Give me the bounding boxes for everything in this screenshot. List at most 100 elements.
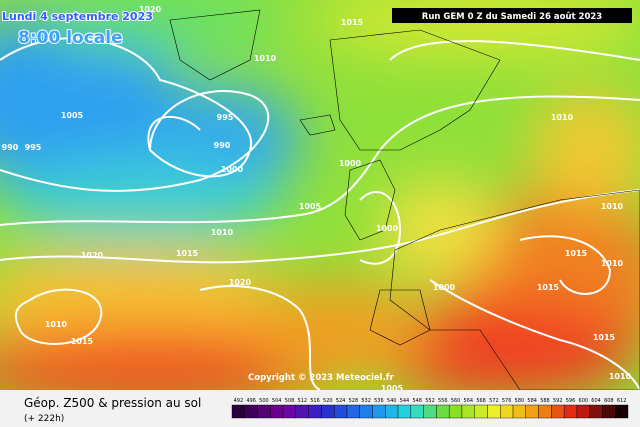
colorbar-swatch — [423, 404, 437, 419]
isobar-label: 990 — [214, 141, 231, 150]
isobar-label: 1000 — [376, 224, 399, 233]
isobar-label: 1010 — [551, 113, 574, 122]
colorbar-swatch — [244, 404, 258, 419]
colorbar-label: 564 — [464, 398, 474, 404]
isobar-label: 1010 — [45, 320, 68, 329]
colorbar-label: 520 — [323, 398, 333, 404]
colorbar-label: 544 — [400, 398, 410, 404]
isobar-label: 1015 — [593, 333, 616, 342]
colorbar-swatch — [615, 404, 629, 419]
isobar-label: 1010 — [211, 228, 234, 237]
colorbar-label: 536 — [374, 398, 384, 404]
colorbar-swatch — [295, 404, 309, 419]
colorbar-swatch — [538, 404, 552, 419]
isobar-label: 1005 — [381, 384, 404, 393]
footer-title: Géop. Z500 & pression au sol — [24, 396, 201, 410]
colorbar-swatch — [372, 404, 386, 419]
footer-lead: (+ 222h) — [24, 414, 64, 424]
colorbar-swatch — [231, 404, 245, 419]
colorbar-swatch — [525, 404, 539, 419]
colorbar-label: 532 — [361, 398, 371, 404]
colorbar-label: 524 — [336, 398, 346, 404]
colorbar-label: 580 — [515, 398, 525, 404]
isobar-label: 1020 — [81, 251, 104, 260]
colorbar-swatch — [602, 404, 616, 419]
isobars — [0, 37, 640, 390]
colorbar-swatch — [257, 404, 271, 419]
isobar-label: 1010 — [254, 54, 277, 63]
isobar-label: 1015 — [71, 337, 94, 346]
colorbar-label: 512 — [297, 398, 307, 404]
colorbar-swatch — [397, 404, 412, 419]
colorbar-swatch — [410, 404, 424, 419]
colorbar-label: 492 — [234, 398, 244, 404]
isobar-label: 1000 — [339, 159, 362, 168]
colorbar-label: 604 — [591, 398, 601, 404]
isobar-label: 1000 — [221, 165, 244, 174]
colorbar-label: 560 — [451, 398, 461, 404]
colorbar-label: 596 — [566, 398, 576, 404]
colorbar-label: 516 — [310, 398, 320, 404]
colorbar-swatch — [270, 404, 284, 419]
coastlines — [169, 9, 640, 390]
colorbar-label: 556 — [438, 398, 448, 404]
colorbar-label: 548 — [412, 398, 422, 404]
colorbar-label: 540 — [387, 398, 397, 404]
colorbar-swatch — [359, 404, 373, 419]
colorbar-label: 496 — [246, 398, 256, 404]
colorbar-swatch — [563, 404, 578, 419]
colorbar-label: 612 — [617, 398, 627, 404]
colorbar-swatch — [551, 404, 565, 419]
isobar-label: 1020 — [139, 5, 162, 14]
colorbar-label: 592 — [553, 398, 563, 404]
colorbar-label: 584 — [527, 398, 537, 404]
isobar-label: 1015 — [341, 18, 364, 27]
isobar-label: 1015 — [537, 283, 560, 292]
isobar-label: 1015 — [565, 249, 588, 258]
isobar-label: 1010 — [601, 259, 624, 268]
time-label: 8:00 locale — [18, 28, 123, 48]
colorbar-label: 500 — [259, 398, 269, 404]
isobar-label: 1005 — [299, 202, 322, 211]
colorbar-label: 572 — [489, 398, 499, 404]
colorbar-label: 568 — [476, 398, 486, 404]
colorbar-label: 528 — [349, 398, 359, 404]
date-label: Lundi 4 septembre 2023 — [2, 10, 153, 23]
colorbar-label: 552 — [425, 398, 435, 404]
isobar-label: 1000 — [433, 283, 456, 292]
colorbar-swatch — [474, 404, 488, 419]
colorbar-swatch — [282, 404, 297, 419]
colorbar-swatch — [500, 404, 514, 419]
colorbar-swatch — [436, 404, 450, 419]
run-label: Run GEM 0 Z du Samedi 26 août 2023 — [422, 12, 603, 22]
colorbar-swatch — [346, 404, 360, 419]
copyright: Copyright © 2023 Meteociel.fr — [248, 373, 394, 383]
colorbar-label: 576 — [502, 398, 512, 404]
colorbar-label: 600 — [579, 398, 589, 404]
isobar-label: 1020 — [229, 278, 252, 287]
colorbar: 492 496 500 504 508 512 516 520 524 528 532 536 540 5… — [231, 398, 629, 419]
colorbar-swatch — [308, 404, 322, 419]
colorbar-label: 508 — [285, 398, 295, 404]
isobar-label: 1005 — [61, 111, 84, 120]
isobar-label: 995 — [25, 143, 42, 152]
isobar-label: 1010 — [609, 372, 632, 381]
colorbar-swatch — [512, 404, 527, 419]
colorbar-swatch — [589, 404, 603, 419]
colorbar-label: 588 — [540, 398, 550, 404]
isobar-label: 990 — [2, 143, 19, 152]
isobar-label: 1015 — [176, 249, 199, 258]
run-box — [392, 8, 632, 23]
colorbar-swatch — [385, 404, 399, 419]
colorbar-swatch — [321, 404, 335, 419]
colorbar-swatch — [487, 404, 501, 419]
map-field — [0, 0, 640, 390]
colorbar-swatch — [461, 404, 475, 419]
colorbar-label: 608 — [604, 398, 614, 404]
colorbar-label: 504 — [272, 398, 282, 404]
colorbar-swatch — [333, 404, 348, 419]
colorbar-swatch — [448, 404, 463, 419]
colorbar-swatch — [576, 404, 590, 419]
